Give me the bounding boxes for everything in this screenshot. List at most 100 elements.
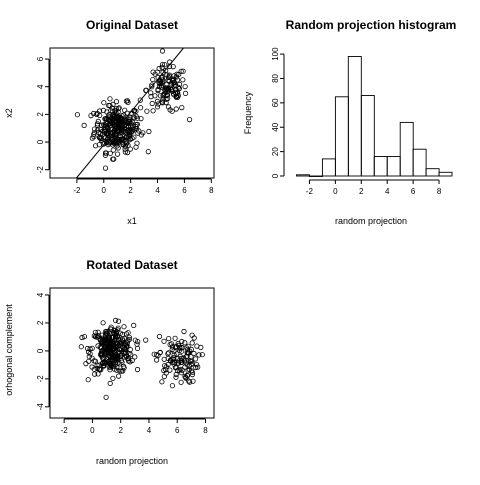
data-point: [157, 78, 163, 84]
y-tick-label: 4: [36, 84, 45, 89]
data-point: [169, 383, 175, 389]
data-point: [108, 324, 114, 330]
x-axis: -2 0 2 4 6 8: [73, 178, 214, 195]
data-point: [149, 84, 155, 90]
data-point: [91, 333, 97, 339]
data-point: [173, 374, 179, 380]
data-point: [115, 119, 121, 125]
data-point: [185, 368, 191, 374]
data-point: [115, 140, 121, 146]
data-point: [113, 123, 119, 129]
data-point: [103, 347, 110, 353]
data-point: [132, 337, 138, 343]
data-point: [105, 130, 111, 137]
x-tick-label: 0: [333, 187, 338, 196]
data-point: [159, 100, 166, 106]
data-point: [149, 82, 155, 88]
data-point: [91, 358, 97, 364]
data-point: [171, 73, 177, 79]
data-point: [143, 337, 149, 343]
data-point: [176, 81, 183, 88]
data-point: [127, 128, 133, 134]
data-point: [169, 356, 175, 362]
data-point: [162, 62, 168, 68]
data-point: [100, 320, 106, 326]
data-point: [79, 334, 85, 341]
data-point: [94, 110, 100, 116]
chart-title: Random projection histogram: [286, 18, 457, 32]
data-point: [148, 90, 154, 96]
data-point: [189, 340, 195, 346]
data-point: [140, 130, 146, 136]
x-axis: -2 0 2 4 6 8: [306, 179, 442, 196]
data-point: [86, 354, 92, 360]
data-point: [162, 362, 168, 369]
data-point: [159, 379, 165, 385]
histogram-bar: [399, 121, 414, 177]
data-point: [119, 130, 125, 136]
data-point: [154, 104, 161, 110]
data-point: [183, 90, 189, 97]
data-point: [137, 97, 143, 103]
data-point: [165, 351, 171, 357]
data-point: [193, 364, 199, 371]
data-point: [114, 330, 120, 337]
data-point: [182, 340, 188, 346]
data-point: [125, 355, 131, 362]
data-point: [170, 355, 177, 361]
data-point: [109, 347, 115, 353]
y-tick-label: 0: [36, 139, 45, 144]
data-point: [109, 351, 115, 357]
y-axis: 0 20 40 60 80 100: [271, 47, 285, 178]
x-tick-label: -2: [61, 426, 69, 435]
data-point: [108, 342, 114, 348]
y-axis-label: Frequency: [243, 91, 253, 134]
data-point: [135, 130, 141, 136]
data-point: [133, 122, 139, 128]
data-point: [78, 344, 84, 350]
data-point: [107, 380, 113, 386]
data-point: [182, 84, 188, 90]
histogram-bar: [425, 168, 440, 177]
data-point: [132, 354, 138, 360]
data-point: [113, 333, 119, 339]
data-point: [157, 93, 163, 99]
data-point: [159, 48, 166, 54]
data-point: [177, 344, 183, 350]
data-point: [115, 145, 121, 151]
data-point: [107, 103, 113, 109]
histogram-bar: [373, 156, 388, 177]
data-point: [169, 346, 175, 353]
data-point: [115, 325, 121, 331]
data-point: [114, 367, 120, 373]
data-point: [199, 352, 205, 358]
data-point: [97, 337, 103, 343]
data-point: [122, 146, 128, 152]
data-point: [187, 117, 193, 123]
data-point: [178, 68, 184, 74]
data-point: [193, 356, 199, 362]
data-point: [110, 142, 116, 148]
data-point: [165, 104, 172, 110]
data-point: [168, 81, 175, 87]
data-point: [160, 69, 166, 76]
data-point: [122, 107, 128, 113]
data-point: [109, 334, 115, 340]
data-point: [123, 344, 130, 350]
data-point: [144, 108, 150, 114]
data-point: [179, 105, 185, 111]
data-point: [134, 345, 141, 351]
data-point: [189, 369, 196, 375]
x-tick-label: 4: [385, 187, 390, 196]
data-point: [166, 335, 172, 342]
data-point: [115, 151, 121, 157]
data-point: [94, 362, 100, 368]
y-tick-label: 0: [36, 348, 45, 353]
data-point: [96, 362, 102, 368]
x-axis: -2 0 2 4 6 8: [61, 418, 208, 435]
data-point: [103, 150, 109, 156]
data-point: [154, 357, 160, 363]
data-point: [103, 349, 109, 355]
plot-frame: [49, 47, 215, 179]
data-point: [146, 128, 152, 135]
